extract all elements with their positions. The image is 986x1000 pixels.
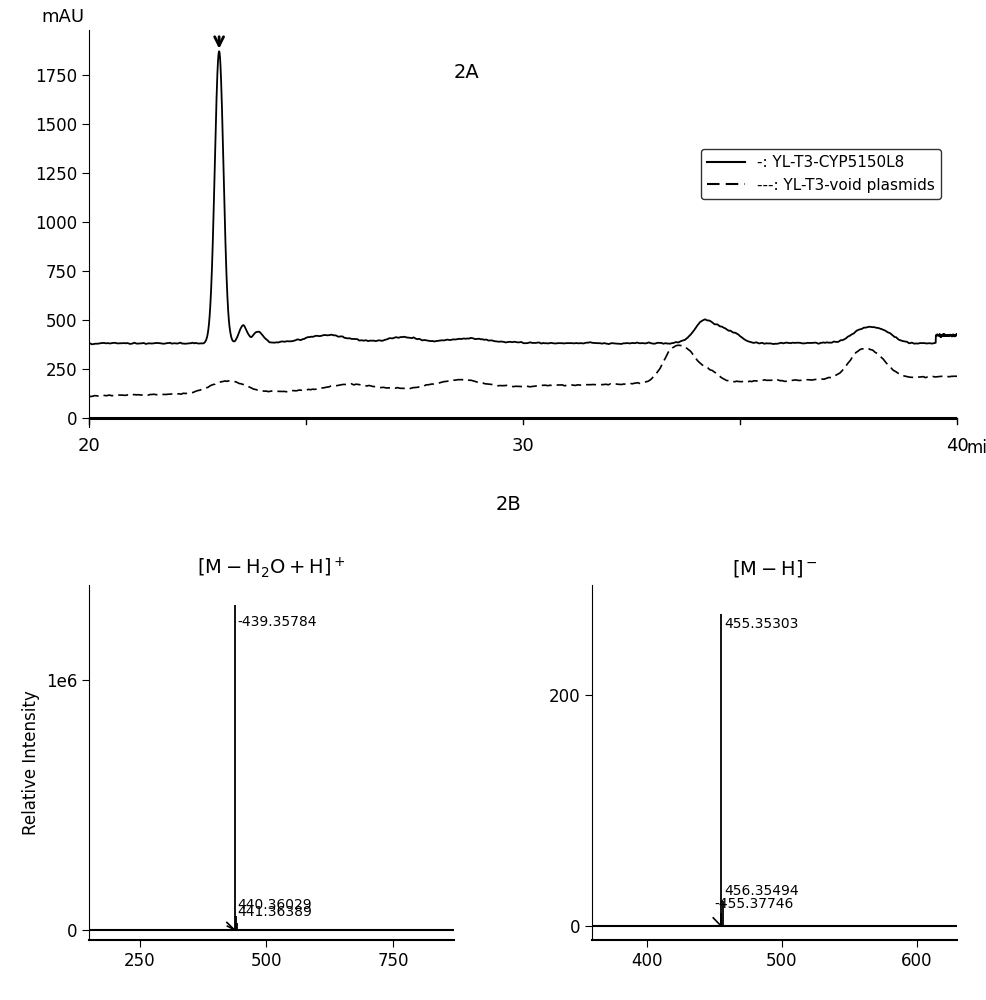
- Y-axis label: Relative Intensity: Relative Intensity: [22, 690, 40, 835]
- Text: 2A: 2A: [454, 63, 479, 82]
- Text: 440.36029: 440.36029: [237, 898, 312, 912]
- Text: 2B: 2B: [495, 495, 521, 514]
- Text: 455.35303: 455.35303: [724, 617, 798, 631]
- Title: $[\mathrm{M-H_2O+H}]^+$: $[\mathrm{M-H_2O+H}]^+$: [196, 555, 345, 580]
- Text: -455.37746: -455.37746: [714, 897, 793, 911]
- Title: $[\mathrm{M-H}]^-$: $[\mathrm{M-H}]^-$: [732, 558, 816, 579]
- Text: 441.36389: 441.36389: [238, 905, 313, 919]
- Legend: -: YL-T3-CYP5150L8, ---: YL-T3-void plasmids: -: YL-T3-CYP5150L8, ---: YL-T3-void plas…: [700, 149, 940, 199]
- Text: min: min: [965, 439, 986, 457]
- Text: mAU: mAU: [41, 8, 84, 26]
- Text: -439.35784: -439.35784: [238, 615, 317, 629]
- Text: 456.35494: 456.35494: [724, 884, 798, 898]
